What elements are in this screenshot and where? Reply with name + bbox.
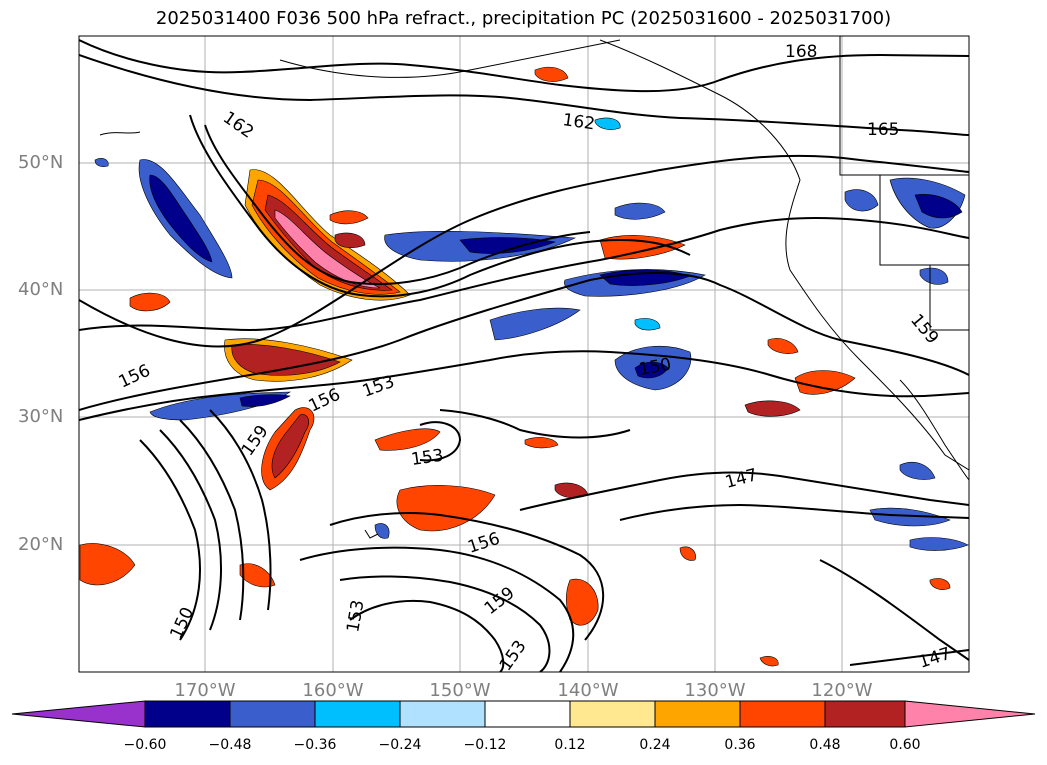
lat-label-20n: 20°N	[18, 534, 64, 555]
colorbar	[11, 700, 1036, 728]
colorbar-tick: −0.12	[463, 737, 507, 753]
colorbar-tick: 0.60	[889, 737, 921, 753]
lat-label-40n: 40°N	[18, 279, 64, 300]
colorbar-high-extension	[904, 700, 1036, 728]
colorbar-tick: −0.48	[208, 737, 252, 753]
lon-label-140w: 140°W	[557, 680, 619, 701]
contour-label: 162	[561, 110, 596, 134]
colorbar-tick: 0.48	[809, 737, 841, 753]
lon-label-170w: 170°W	[174, 680, 236, 701]
colorbar-tick: 0.24	[639, 737, 671, 753]
colorbar-tick: −0.24	[378, 737, 422, 753]
coastlines	[99, 36, 969, 539]
map-title: 2025031400 F036 500 hPa refract., precip…	[155, 8, 892, 29]
colorbar-tick: 0.36	[724, 737, 756, 753]
contour-label: 165	[867, 120, 899, 140]
lon-label-150w: 150°W	[429, 680, 491, 701]
colorbar-low-extension	[11, 700, 146, 728]
lat-label-50n: 50°N	[18, 152, 64, 173]
contour-label: 153	[410, 446, 445, 470]
colorbar-tick: −0.36	[293, 737, 337, 753]
colorbar-tick: 0.12	[554, 737, 586, 753]
lat-label-30n: 30°N	[18, 406, 64, 427]
contour-label: 168	[785, 42, 817, 62]
colorbar-tick: −0.60	[123, 737, 167, 753]
precip-positive-areas	[79, 66, 951, 667]
lon-label-120w: 120°W	[811, 680, 873, 701]
lon-label-160w: 160°W	[302, 680, 364, 701]
refractivity-contours	[79, 39, 969, 672]
lon-label-130w: 130°W	[684, 680, 746, 701]
precip-negative-areas	[94, 117, 969, 551]
